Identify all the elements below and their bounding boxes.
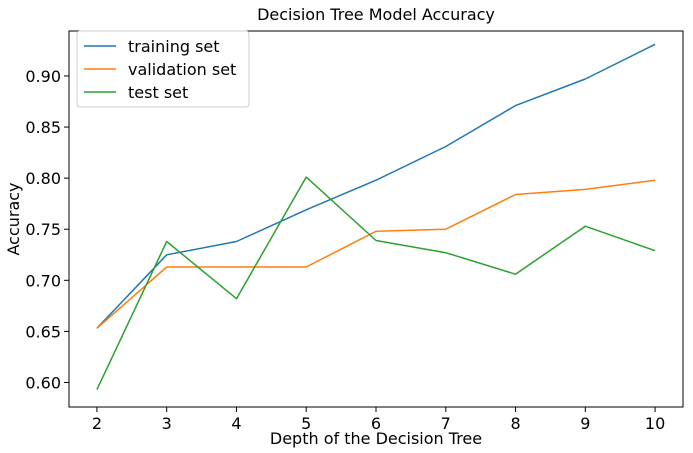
y-tick-label: 0.85 <box>25 118 61 137</box>
legend: training set validation set test set <box>76 30 250 108</box>
chart-title: Decision Tree Model Accuracy <box>257 5 495 24</box>
y-tick-label: 0.90 <box>25 67 61 86</box>
legend-label: test set <box>128 83 188 102</box>
y-tick-label: 0.65 <box>25 322 61 341</box>
legend-label: training set <box>128 37 220 56</box>
x-tick-label: 8 <box>510 414 520 433</box>
x-tick-label: 9 <box>580 414 590 433</box>
legend-box <box>76 30 250 108</box>
series-line-test-set <box>96 176 656 390</box>
y-tick-label: 0.60 <box>25 373 61 392</box>
y-axis-label: Accuracy <box>4 182 23 255</box>
x-tick-label: 5 <box>301 414 311 433</box>
x-tick-label: 2 <box>92 414 102 433</box>
y-tick-label: 0.80 <box>25 169 61 188</box>
y-tick-label: 0.70 <box>25 271 61 290</box>
series-lines <box>96 43 656 390</box>
series-line-training-set <box>96 43 656 329</box>
y-axis: 0.60 0.65 0.70 0.75 0.80 0.85 0.90 <box>25 67 69 392</box>
x-tick-label: 6 <box>371 414 381 433</box>
x-tick-label: 10 <box>645 414 665 433</box>
x-tick-label: 3 <box>162 414 172 433</box>
x-tick-label: 7 <box>441 414 451 433</box>
x-tick-label: 4 <box>231 414 241 433</box>
x-axis: 2 3 4 5 6 7 8 9 10 <box>92 407 665 433</box>
y-tick-label: 0.75 <box>25 220 61 239</box>
legend-label: validation set <box>128 60 236 79</box>
x-axis-label: Depth of the Decision Tree <box>270 429 482 448</box>
series-line-validation-set <box>96 179 656 329</box>
